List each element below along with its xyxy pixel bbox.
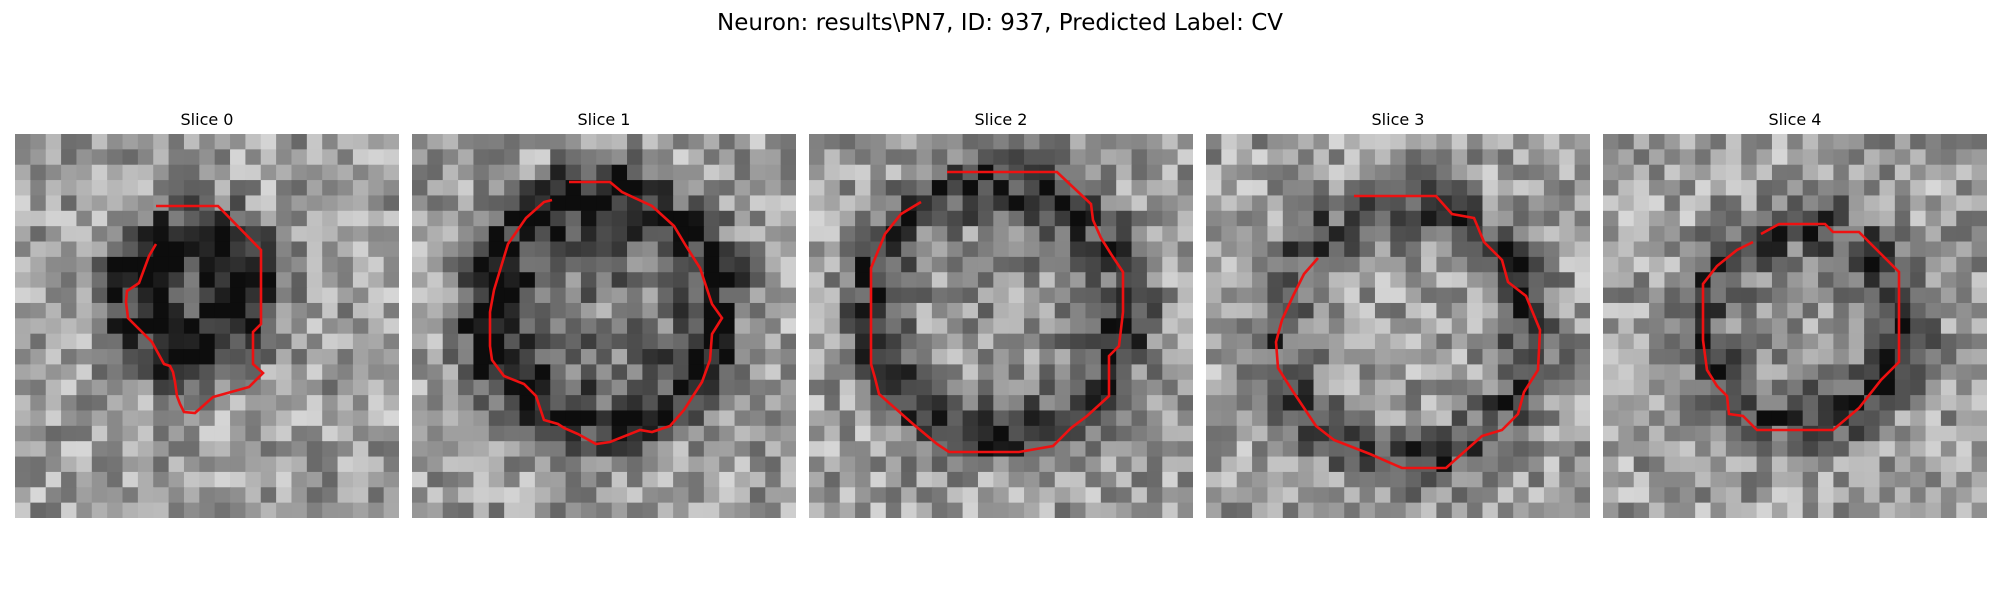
slice-image: [1603, 134, 1987, 518]
slice-image-svg: [412, 134, 796, 518]
slice-image: [412, 134, 796, 518]
slice-image-svg: [809, 134, 1193, 518]
slice-image: [15, 134, 399, 518]
figure-title: Neuron: results\PN7, ID: 937, Predicted …: [717, 10, 1283, 36]
segmentation-contour: [1274, 194, 1542, 470]
slice-image-svg: [1603, 134, 1987, 518]
slice-title: Slice 0: [180, 110, 234, 129]
slice-title: Slice 2: [974, 110, 1028, 129]
slice-title: Slice 4: [1768, 110, 1822, 129]
slice-image-svg: [1206, 134, 1590, 518]
slice-image-svg: [15, 134, 399, 518]
segmentation-contour: [1701, 222, 1901, 432]
segmentation-contour: [124, 204, 265, 415]
segmentation-contour: [488, 180, 724, 446]
slice-title: Slice 1: [577, 110, 631, 129]
segmentation-contour: [869, 170, 1125, 454]
slice-image: [809, 134, 1193, 518]
slice-image: [1206, 134, 1590, 518]
slice-title: Slice 3: [1371, 110, 1425, 129]
